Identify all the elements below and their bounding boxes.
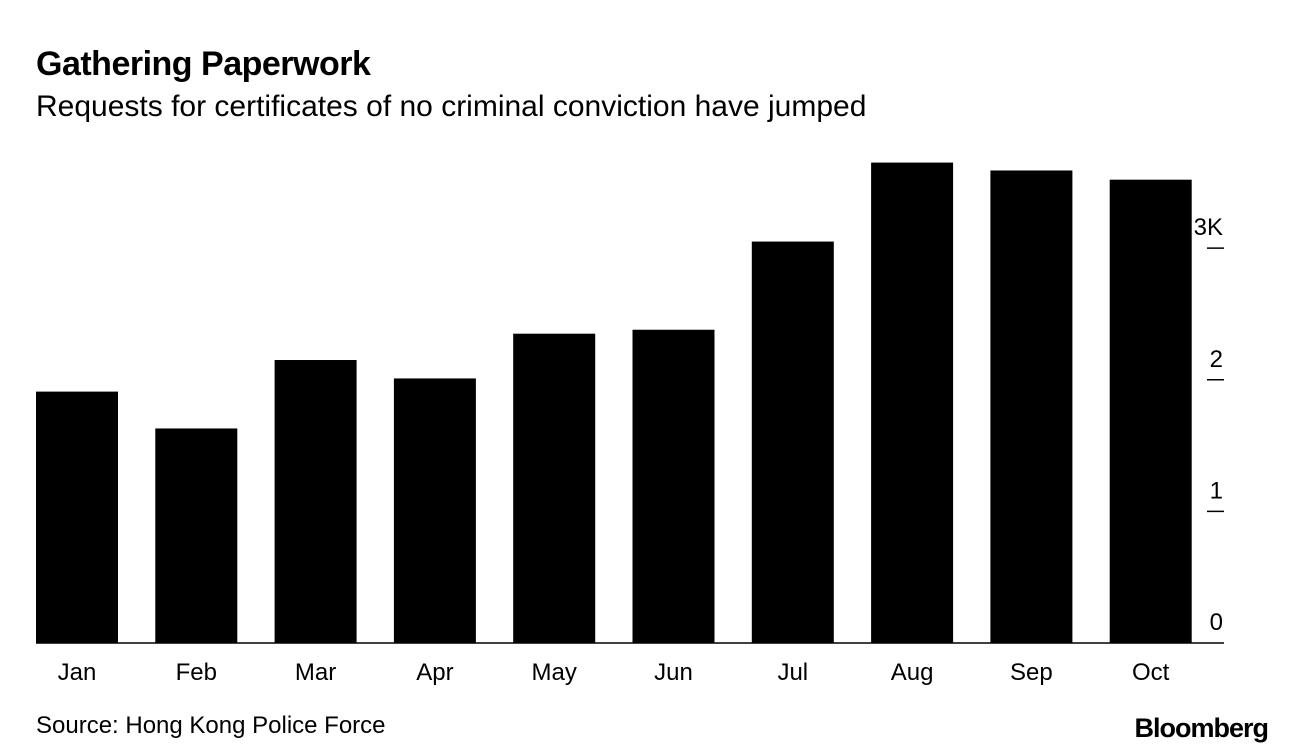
y-tick-label: 1 [1210,477,1223,504]
bar [871,162,954,643]
x-tick-label: Jan [58,659,97,686]
x-tick-label: Feb [176,659,217,686]
x-tick-label: Mar [295,659,336,686]
y-tick-label: 0 [1210,609,1223,636]
bar [155,428,238,643]
bar [393,378,476,643]
y-tick-label: 3K [1194,214,1223,241]
chart-title: Gathering Paperwork [36,45,371,83]
bar [274,360,357,643]
x-tick-label: Aug [891,659,934,686]
bar [990,170,1073,643]
bar [751,241,834,643]
x-tick-label: Sep [1010,659,1053,686]
x-tick-label: May [532,659,577,686]
bar [632,329,715,643]
x-tick-label: Oct [1132,659,1170,686]
x-tick-label: Jun [654,659,693,686]
x-tick-label: Apr [416,659,453,686]
source: Source: Hong Kong Police Force [36,712,386,739]
x-tick-label: Jul [777,659,808,686]
bar [1109,179,1192,643]
bar [513,333,596,643]
brand-logo: Bloomberg [1134,713,1268,743]
chart-subtitle: Requests for certificates of no criminal… [36,90,866,123]
bar [36,391,118,643]
y-tick-label: 2 [1210,346,1223,373]
